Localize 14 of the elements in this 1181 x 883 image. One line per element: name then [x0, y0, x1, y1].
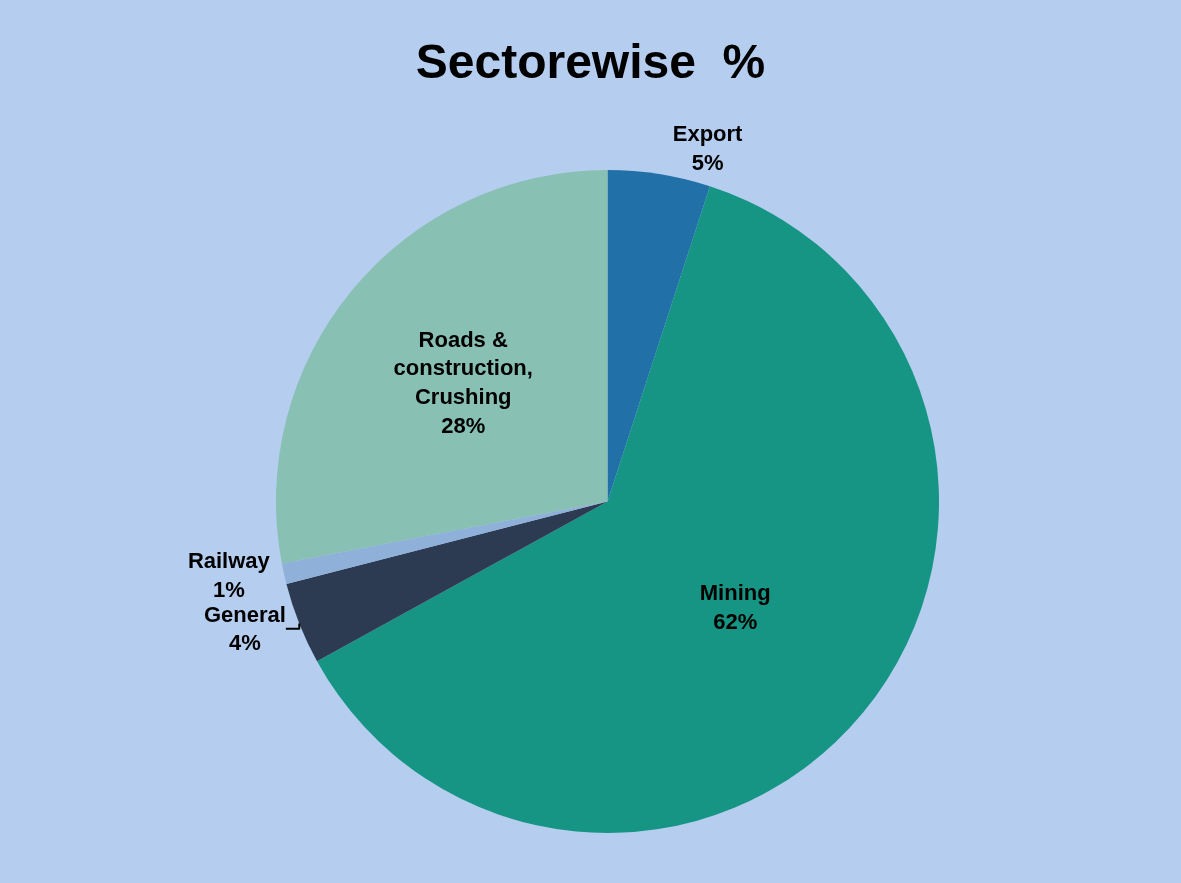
chart-title: Sectorewise % — [415, 34, 766, 88]
data-label: 5% — [691, 149, 724, 175]
slice-label: General — [203, 601, 286, 627]
slice-label: Roads & construction, Crushing — [393, 326, 533, 409]
data-label: 62% — [713, 608, 758, 634]
data-label: 1% — [212, 576, 245, 602]
data-label: 4% — [229, 630, 261, 656]
data-label: 28% — [441, 412, 486, 438]
pie-slice — [317, 186, 939, 833]
slice-label: Export — [672, 121, 744, 147]
slice-label: Railway — [187, 548, 271, 574]
slice-label: Mining — [699, 580, 771, 606]
pie-slice — [276, 170, 608, 564]
pie-slice — [286, 501, 608, 662]
